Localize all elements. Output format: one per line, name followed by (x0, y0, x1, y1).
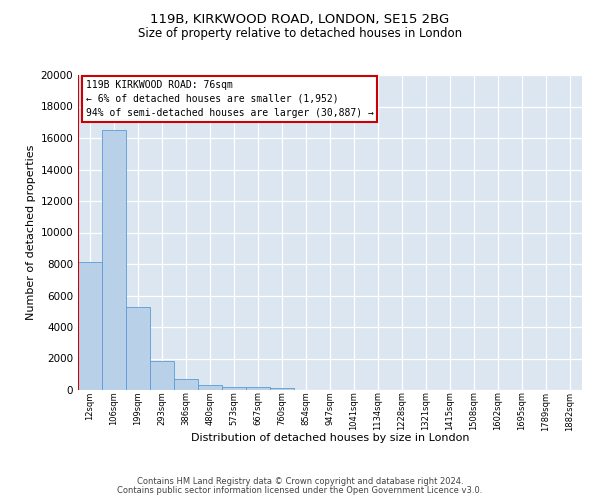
Text: 119B KIRKWOOD ROAD: 76sqm
← 6% of detached houses are smaller (1,952)
94% of sem: 119B KIRKWOOD ROAD: 76sqm ← 6% of detach… (86, 80, 373, 118)
Text: 119B, KIRKWOOD ROAD, LONDON, SE15 2BG: 119B, KIRKWOOD ROAD, LONDON, SE15 2BG (151, 12, 449, 26)
Bar (126, 306, 150, 390)
Bar (150, 361, 174, 390)
Bar (102, 130, 126, 390)
X-axis label: Distribution of detached houses by size in London: Distribution of detached houses by size … (191, 434, 469, 444)
Bar (174, 379, 198, 390)
Text: Contains HM Land Registry data © Crown copyright and database right 2024.: Contains HM Land Registry data © Crown c… (137, 477, 463, 486)
Bar (270, 388, 294, 390)
Bar (246, 388, 270, 390)
Text: Contains public sector information licensed under the Open Government Licence v3: Contains public sector information licen… (118, 486, 482, 495)
Text: Size of property relative to detached houses in London: Size of property relative to detached ho… (138, 28, 462, 40)
Bar (78, 262, 102, 390)
Y-axis label: Number of detached properties: Number of detached properties (26, 145, 36, 320)
Bar (222, 386, 246, 390)
Bar (198, 385, 222, 390)
